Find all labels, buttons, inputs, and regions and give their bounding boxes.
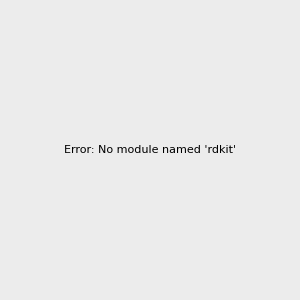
Text: Error: No module named 'rdkit': Error: No module named 'rdkit' xyxy=(64,145,236,155)
